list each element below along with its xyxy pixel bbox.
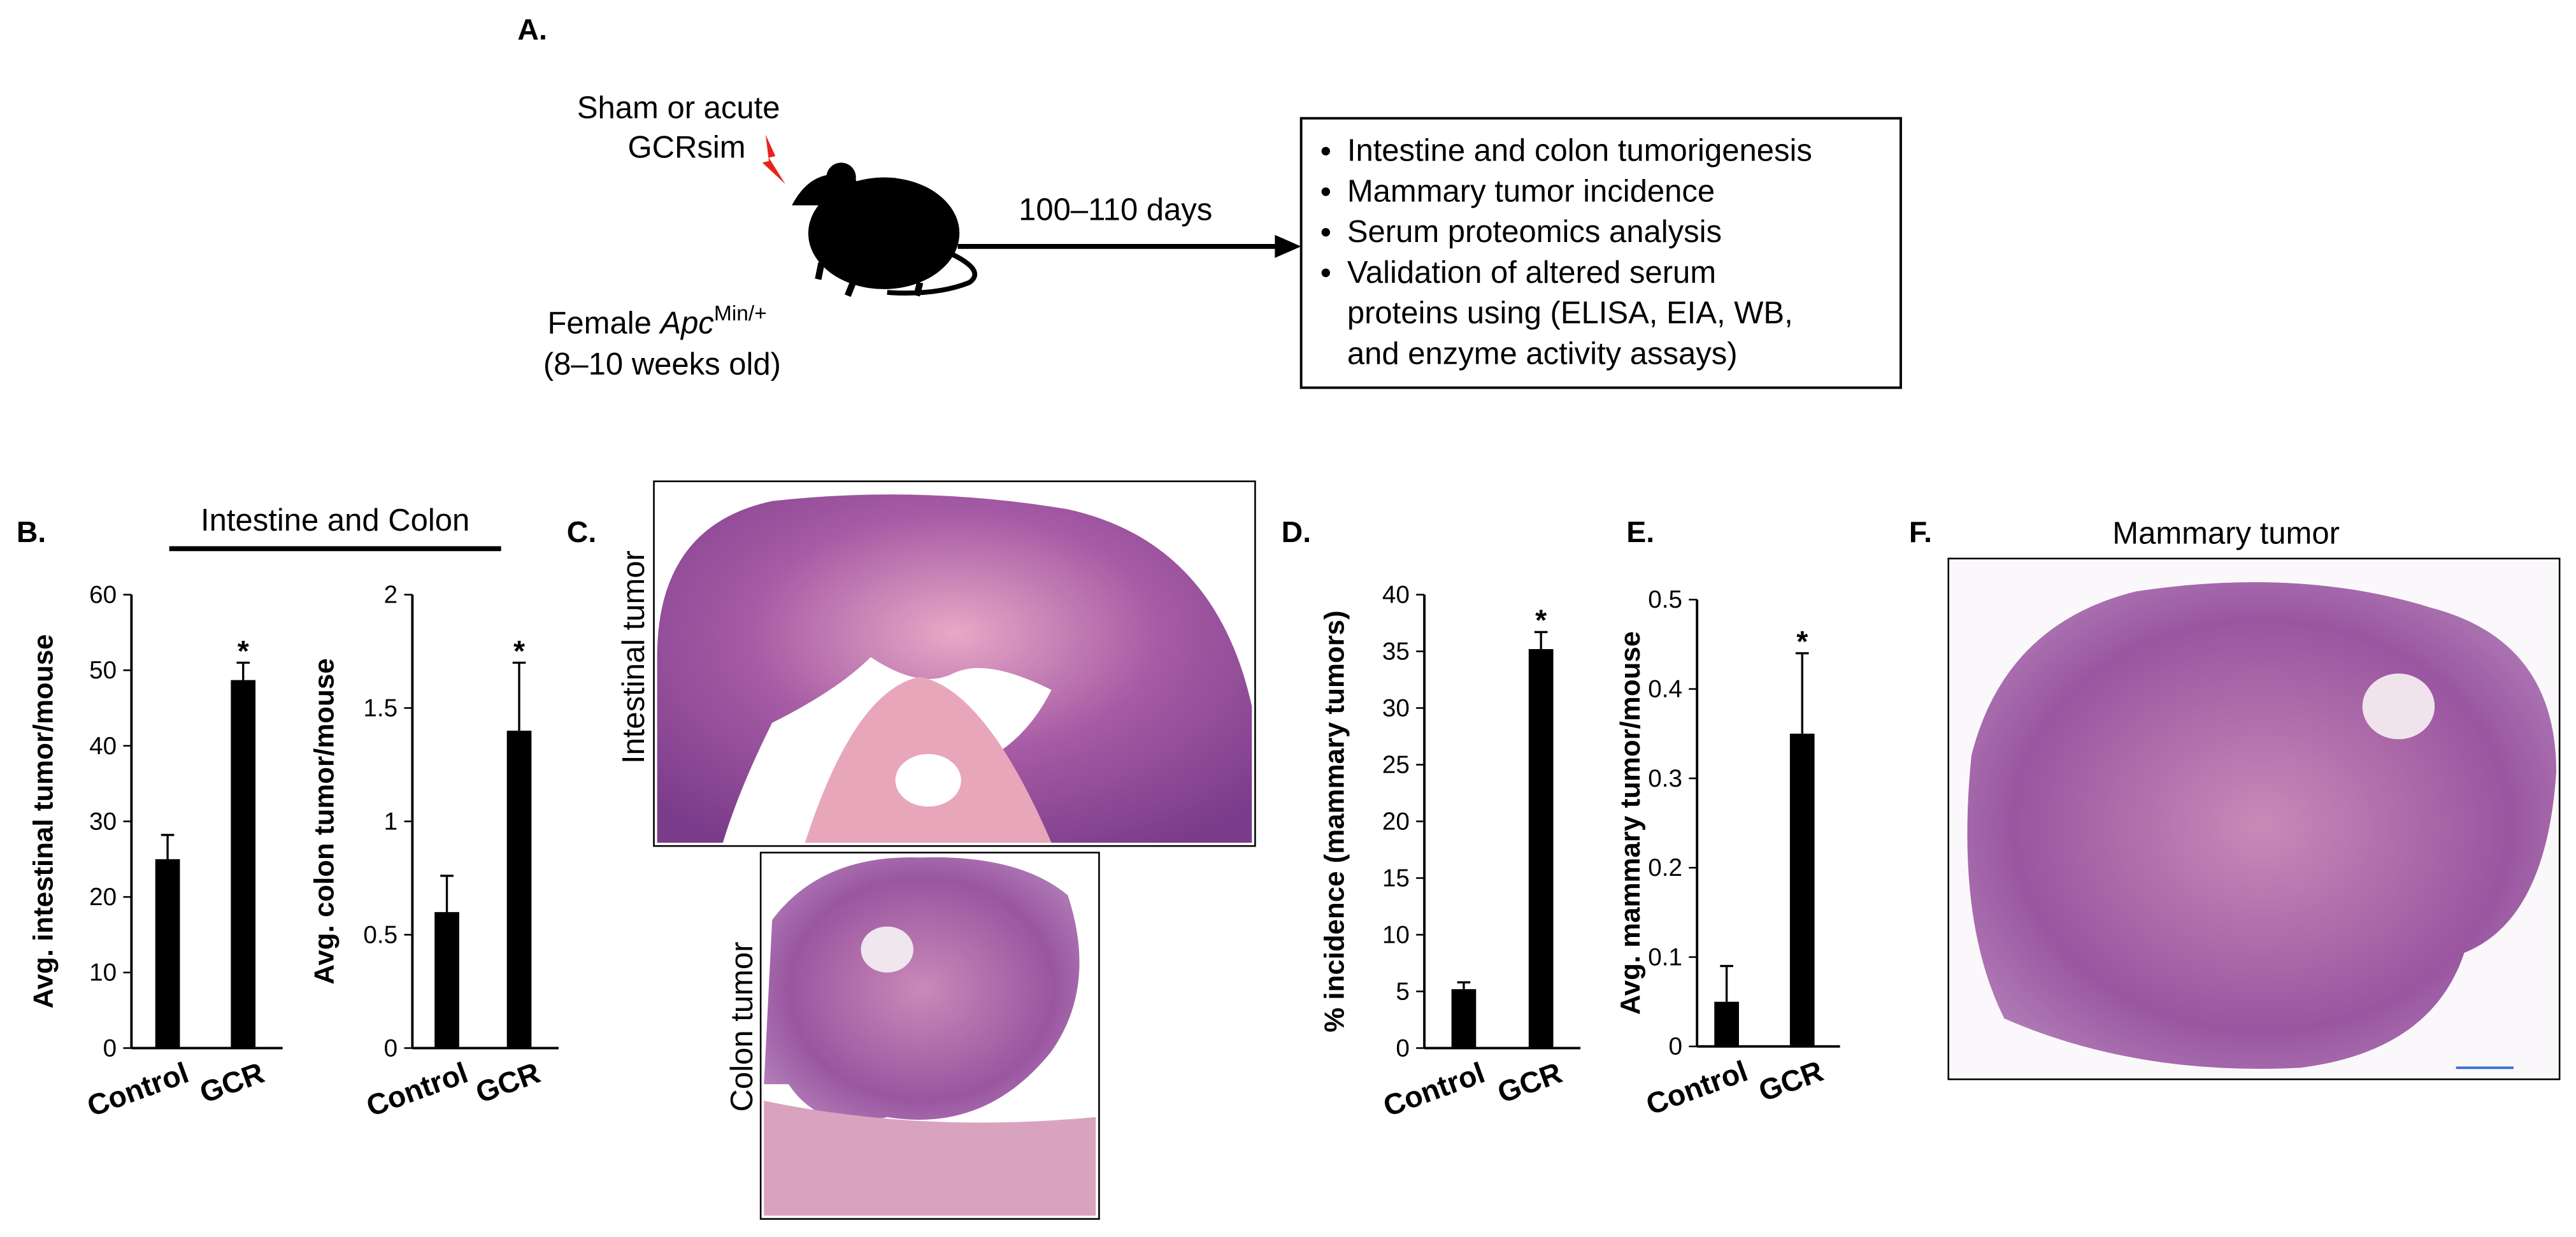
bullet-text: and enzyme activity assays) bbox=[1347, 336, 1738, 371]
y-tick-label: 0.5 bbox=[1648, 586, 1682, 613]
bullet-dot bbox=[1321, 227, 1331, 237]
mouse-icon bbox=[792, 162, 978, 297]
bar bbox=[1451, 989, 1477, 1048]
panel-label: D. bbox=[1282, 515, 1311, 548]
x-tick-label: GCR bbox=[1493, 1056, 1566, 1110]
y-tick-label: 60 bbox=[89, 581, 117, 608]
bar bbox=[434, 912, 459, 1048]
x-tick-label: GCR bbox=[471, 1056, 545, 1110]
y-tick-label: 0.3 bbox=[1648, 765, 1682, 792]
tissue bbox=[764, 1100, 1096, 1216]
error-bar bbox=[1534, 631, 1548, 650]
y-tick-label: 20 bbox=[89, 883, 117, 911]
y-tick-label: 0 bbox=[103, 1034, 117, 1062]
panel-label: B. bbox=[17, 515, 46, 548]
y-axis-label: % incidence (mammary tumors) bbox=[1319, 610, 1350, 1033]
error-bar bbox=[512, 661, 526, 731]
y-tick-label: 30 bbox=[1382, 694, 1410, 722]
mouse-strain: Female ApcMin/+ bbox=[547, 302, 766, 341]
x-tick-label: Control bbox=[83, 1056, 193, 1123]
y-tick-label: 35 bbox=[1382, 638, 1410, 665]
bar bbox=[1789, 733, 1815, 1047]
y-tick-label: 50 bbox=[89, 657, 117, 684]
y-tick-label: 0 bbox=[384, 1034, 398, 1062]
y-tick-label: 5 bbox=[1396, 978, 1410, 1005]
bullet-dot bbox=[1321, 268, 1331, 278]
error-bar bbox=[440, 875, 454, 912]
treatment-text: Sham or acute bbox=[577, 91, 780, 125]
bar bbox=[231, 680, 256, 1048]
y-tick-label: 1 bbox=[384, 808, 398, 835]
y-tick-label: 2 bbox=[384, 581, 398, 608]
y-axis-label: Avg. mammary tumor/mouse bbox=[1615, 631, 1646, 1015]
y-tick-label: 10 bbox=[1382, 921, 1410, 948]
bullet-list: Intestine and colon tumorigenesis Mammary… bbox=[1321, 134, 1812, 371]
x-tick-label: Control bbox=[1642, 1054, 1752, 1121]
image-label: Intestinal tumor bbox=[617, 550, 651, 764]
significance-mark: * bbox=[513, 634, 526, 668]
y-tick-label: 40 bbox=[89, 733, 117, 760]
lightning-icon bbox=[762, 134, 785, 184]
error-bar bbox=[1795, 652, 1809, 734]
treatment-text: GCRsim bbox=[628, 131, 746, 165]
panel-label: C. bbox=[567, 515, 596, 548]
bullet-text: Serum proteomics analysis bbox=[1347, 215, 1722, 249]
bar bbox=[1714, 1001, 1739, 1047]
y-tick-label: 0 bbox=[1668, 1033, 1682, 1061]
panel-label: A. bbox=[517, 13, 547, 46]
y-tick-label: 1.5 bbox=[363, 694, 397, 722]
outcome-box bbox=[1299, 117, 1902, 389]
y-tick-label: 0.1 bbox=[1648, 943, 1682, 971]
tissue bbox=[895, 754, 961, 807]
image-label: Colon tumor bbox=[725, 941, 759, 1112]
mouse-age: (8–10 weeks old) bbox=[543, 347, 781, 382]
bullet-text: Intestine and colon tumorigenesis bbox=[1347, 134, 1812, 168]
tissue bbox=[861, 926, 913, 973]
y-tick-label: 0.2 bbox=[1648, 854, 1682, 882]
tissue bbox=[764, 857, 1080, 1122]
significance-mark: * bbox=[1535, 604, 1547, 637]
bullet-text: proteins using (ELISA, EIA, WB, bbox=[1347, 296, 1793, 331]
x-tick-label: GCR bbox=[1754, 1054, 1828, 1108]
x-tick-label: GCR bbox=[196, 1056, 269, 1110]
tissue bbox=[657, 494, 1252, 843]
panel-label: F. bbox=[1909, 515, 1932, 548]
error-bar bbox=[1457, 981, 1471, 989]
bar bbox=[1528, 649, 1554, 1048]
bullet-text: Mammary tumor incidence bbox=[1347, 174, 1715, 208]
x-tick-label: Control bbox=[362, 1056, 472, 1123]
y-tick-label: 25 bbox=[1382, 751, 1410, 778]
y-tick-label: 0 bbox=[1396, 1034, 1410, 1062]
duration: 100–110 days bbox=[1019, 193, 1212, 227]
y-tick-label: 0.4 bbox=[1648, 676, 1682, 703]
strain-gene: Apc bbox=[659, 306, 714, 341]
bullet-text: Validation of altered serum bbox=[1347, 255, 1716, 290]
bullet-dot bbox=[1321, 187, 1331, 196]
y-tick-label: 0.5 bbox=[363, 921, 397, 948]
y-axis-label: Avg. intestinal tumor/mouse bbox=[28, 634, 59, 1009]
bar bbox=[506, 731, 532, 1048]
error-bar bbox=[161, 834, 175, 859]
significance-mark: * bbox=[238, 634, 250, 668]
significance-mark: * bbox=[1796, 625, 1808, 658]
error-bar bbox=[236, 661, 250, 680]
strain-prefix: Female bbox=[547, 306, 651, 341]
y-tick-label: 30 bbox=[89, 808, 117, 835]
y-tick-label: 40 bbox=[1382, 581, 1410, 608]
y-tick-label: 10 bbox=[89, 959, 117, 987]
y-axis-label: Avg. colon tumor/mouse bbox=[309, 658, 340, 984]
error-bar bbox=[1720, 964, 1733, 1002]
y-tick-label: 20 bbox=[1382, 808, 1410, 835]
tissue bbox=[2362, 673, 2435, 740]
x-tick-label: Control bbox=[1379, 1056, 1489, 1123]
bullet-dot bbox=[1321, 147, 1331, 155]
arrow-head bbox=[1275, 234, 1301, 258]
bar bbox=[155, 859, 180, 1048]
y-tick-label: 15 bbox=[1382, 864, 1410, 892]
group-header: Intestine and Colon bbox=[201, 503, 469, 538]
panel-label: E. bbox=[1626, 515, 1654, 548]
image-title: Mammary tumor bbox=[2112, 517, 2340, 551]
strain-superscript: Min/+ bbox=[714, 302, 767, 325]
